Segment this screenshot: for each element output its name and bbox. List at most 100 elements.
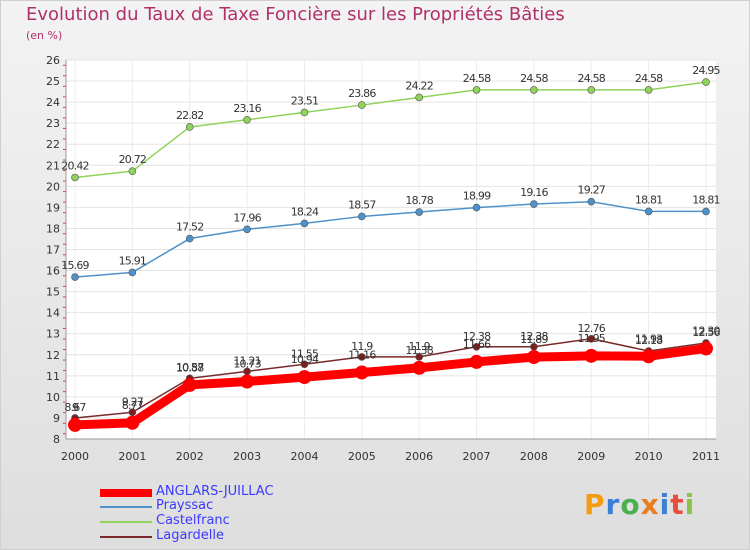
y-tick-label: 24 (46, 96, 60, 109)
y-tick-label: 12 (46, 349, 60, 362)
y-unit-label: (en %) (26, 29, 63, 42)
data-label: 22.82 (176, 109, 204, 122)
logo-letter: x (640, 488, 660, 521)
data-label: 10.57 (176, 361, 204, 374)
data-point (125, 415, 140, 430)
data-point (297, 370, 312, 385)
data-label: 18.99 (463, 190, 491, 203)
x-tick-label: 2005 (348, 450, 376, 463)
data-label: 18.24 (291, 205, 319, 218)
data-label: 11.55 (291, 347, 319, 360)
data-label: 24.58 (520, 72, 548, 85)
data-label: 17.52 (176, 221, 204, 234)
data-label: 12.18 (635, 334, 663, 347)
y-tick-label: 26 (46, 54, 60, 67)
data-label: 18.81 (635, 193, 663, 206)
y-tick-label: 23 (46, 117, 60, 130)
data-label: 18.78 (405, 194, 433, 207)
data-label: 10.94 (291, 353, 319, 366)
y-tick-label: 21 (46, 159, 60, 172)
y-tick-label: 11 (46, 370, 60, 383)
data-point (71, 173, 79, 182)
logo-letter: i (659, 488, 671, 521)
data-label: 24.22 (405, 79, 433, 92)
x-tick-label: 2006 (405, 450, 433, 463)
data-label: 23.51 (291, 94, 319, 107)
data-point (185, 123, 194, 131)
data-point (472, 203, 481, 212)
legend-label-anglars: ANGLARS-JUILLAC (156, 484, 274, 499)
x-tick-label: 2011 (692, 450, 720, 463)
x-tick-label: 2000 (61, 450, 89, 463)
data-point (300, 360, 309, 369)
data-label: 24.95 (692, 64, 720, 77)
legend-label-prayssac: Prayssac (156, 498, 214, 513)
data-point (472, 342, 481, 351)
y-tick-label: 16 (46, 265, 60, 278)
data-label: 20.72 (119, 153, 147, 166)
data-label: 11.95 (578, 332, 606, 345)
data-point (472, 86, 481, 94)
data-point (182, 377, 197, 392)
data-label: 8.67 (64, 401, 86, 414)
logo-letter: P (584, 488, 606, 521)
data-label: 9 (72, 401, 79, 414)
data-point (415, 208, 423, 216)
data-label: 19.27 (578, 184, 606, 197)
data-label: 24.58 (463, 72, 491, 85)
y-tick-label: 9 (53, 412, 60, 425)
data-point (702, 207, 710, 216)
data-point (412, 360, 427, 375)
y-tick-label: 8 (53, 433, 60, 446)
y-tick-label: 18 (46, 222, 60, 235)
x-tick-label: 2008 (520, 450, 548, 463)
y-tick-label: 15 (46, 286, 60, 299)
data-label: 11.21 (233, 354, 261, 367)
y-tick-label: 20 (46, 180, 60, 193)
data-label: 8.77 (122, 399, 144, 412)
data-point (469, 354, 484, 369)
data-label: 12.76 (578, 322, 606, 335)
y-tick-label: 19 (46, 201, 60, 214)
data-point (300, 219, 309, 228)
data-label: 11.93 (635, 332, 663, 345)
data-point (415, 93, 423, 102)
legend-swatch-prayssac (100, 506, 152, 508)
data-label: 18.57 (348, 198, 376, 211)
x-tick-label: 2002 (176, 450, 204, 463)
data-point (587, 86, 596, 94)
data-point (240, 374, 255, 389)
data-point (358, 353, 366, 361)
series-line-1 (74, 200, 706, 278)
data-point (641, 349, 656, 364)
data-label: 11.66 (463, 338, 491, 351)
data-point (128, 167, 137, 175)
data-label: 20.42 (61, 159, 89, 172)
data-label: 11.9 (409, 340, 431, 353)
data-point (68, 417, 82, 432)
data-point (128, 268, 137, 277)
data-label: 19.16 (520, 186, 548, 199)
series-line-2 (74, 81, 707, 179)
legend-swatch-lagardelle (100, 536, 152, 538)
data-point (644, 207, 653, 216)
y-tick-label: 17 (46, 244, 60, 257)
y-tick-label: 14 (46, 307, 60, 320)
data-label: 11.38 (405, 344, 433, 357)
y-tick-label: 25 (46, 75, 60, 88)
x-tick-label: 2001 (118, 450, 146, 463)
x-tick-label: 2007 (463, 450, 491, 463)
data-label: 23.86 (348, 87, 376, 100)
data-point (185, 234, 194, 243)
data-point (415, 353, 423, 361)
legend-label-lagardelle: Lagardelle (156, 528, 225, 543)
x-tick-label: 2009 (577, 450, 605, 463)
data-label: 10.73 (233, 358, 261, 371)
x-tick-label: 2010 (635, 450, 663, 463)
x-tick-label: 2004 (290, 450, 318, 463)
data-point (354, 365, 369, 380)
data-label: 12.56 (692, 326, 720, 339)
data-label: 23.16 (233, 102, 261, 115)
logo-letter: r (605, 488, 621, 521)
